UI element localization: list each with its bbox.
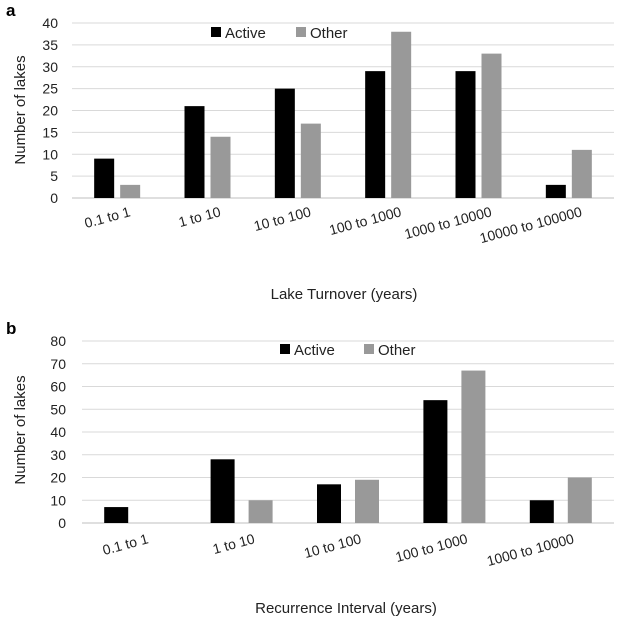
bar-active-2: [274, 88, 295, 198]
panel-label-a: a: [6, 1, 16, 20]
bar-other-3: [461, 370, 486, 523]
gridlines-a: [72, 22, 614, 199]
x-axis-title-a: Lake Turnover (years): [271, 286, 418, 303]
bar-other-0: [120, 184, 141, 198]
y-tick-label: 10: [42, 146, 58, 162]
bar-other-4: [567, 477, 592, 523]
legend-b: Active Other: [280, 342, 416, 359]
bar-other-1: [210, 136, 231, 198]
x-tick-label: 1 to 10: [177, 203, 223, 230]
y-ticks-b: 0 10 20 30 40 50 60 70 80: [50, 333, 66, 531]
x-tick-label: 0.1 to 1: [101, 530, 150, 558]
bar-active-2: [317, 484, 341, 523]
bar-active-1: [184, 106, 205, 198]
legend-swatch-active: [280, 344, 290, 354]
x-tick-label: 100 to 1000: [327, 203, 403, 238]
gridlines-b: [82, 340, 614, 524]
x-tick-label: 10 to 100: [252, 203, 313, 234]
x-axis-title-b: Recurrence Interval (years): [255, 600, 437, 617]
y-tick-label: 15: [42, 124, 58, 140]
y-tick-label: 25: [42, 81, 58, 97]
y-tick-label: 70: [50, 356, 66, 372]
bar-active-5: [545, 184, 566, 198]
chart-panel-b: b 0 10 20 30 40 50 60 70 80 0.1 to 1 1 to 10 10 to…: [6, 319, 614, 617]
chart-panel-a: a 0 5 10 15 20 25 30 35 40 0.1 to 1 1 to 10 10 to …: [6, 1, 614, 303]
bars-a: [94, 31, 592, 198]
bar-active-0: [94, 158, 115, 198]
y-tick-label: 30: [50, 447, 66, 463]
y-axis-title-b: Number of lakes: [12, 375, 29, 484]
x-tick-label: 1000 to 10000: [485, 530, 576, 569]
bar-other-2: [300, 123, 321, 198]
y-ticks-a: 0 5 10 15 20 25 30 35 40: [42, 15, 58, 206]
y-tick-label: 10: [50, 492, 66, 508]
bar-active-4: [455, 71, 476, 198]
x-tick-label: 100 to 1000: [394, 530, 470, 565]
legend-swatch-active: [211, 27, 221, 37]
bar-active-0: [104, 507, 129, 523]
legend-label-other: Other: [310, 25, 348, 42]
bar-active-4: [529, 500, 554, 523]
y-tick-label: 60: [50, 379, 66, 395]
y-tick-label: 30: [42, 59, 58, 75]
legend-a: Active Other: [211, 25, 348, 42]
x-tick-label: 10000 to 100000: [478, 203, 584, 246]
y-axis-title-a: Number of lakes: [12, 55, 29, 164]
legend-label-other: Other: [378, 342, 416, 359]
bar-other-3: [391, 31, 412, 198]
legend-label-active: Active: [225, 25, 266, 42]
y-tick-label: 80: [50, 333, 66, 349]
y-tick-label: 20: [50, 470, 66, 486]
panel-label-b: b: [6, 319, 16, 338]
y-tick-label: 0: [58, 515, 66, 531]
legend-swatch-other: [296, 27, 306, 37]
x-tick-label: 10 to 100: [302, 530, 363, 561]
bars-b: [104, 370, 592, 523]
y-tick-label: 20: [42, 103, 58, 119]
x-tick-label: 0.1 to 1: [83, 203, 132, 231]
y-tick-label: 0: [50, 190, 58, 206]
bar-other-2: [355, 479, 379, 523]
bar-other-1: [248, 500, 273, 523]
x-tick-label: 1 to 10: [211, 530, 257, 557]
bar-other-4: [481, 53, 502, 198]
bar-active-1: [210, 459, 235, 523]
bar-active-3: [423, 400, 448, 523]
legend-swatch-other: [364, 344, 374, 354]
bar-active-3: [365, 71, 386, 198]
y-tick-label: 35: [42, 37, 58, 53]
y-tick-label: 40: [50, 424, 66, 440]
y-tick-label: 40: [42, 15, 58, 31]
y-tick-label: 5: [50, 168, 58, 184]
x-ticks-b: 0.1 to 1 1 to 10 10 to 100 100 to 1000 1000 …: [101, 530, 576, 569]
legend-label-active: Active: [294, 342, 335, 359]
y-tick-label: 50: [50, 401, 66, 417]
bar-other-5: [571, 149, 592, 198]
